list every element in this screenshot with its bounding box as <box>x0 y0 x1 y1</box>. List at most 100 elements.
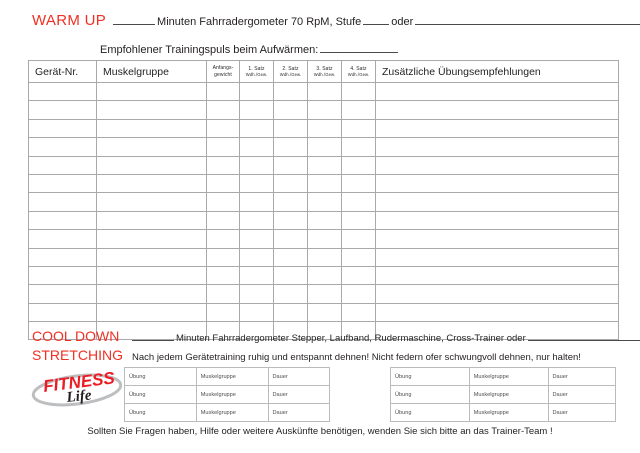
exercise-cell[interactable] <box>28 155 97 175</box>
exercise-cell[interactable] <box>96 173 207 194</box>
warmup-alternative-blank[interactable] <box>415 13 640 25</box>
exercise-cell[interactable] <box>96 192 207 212</box>
exercise-cell[interactable] <box>273 210 308 231</box>
exercise-cell[interactable] <box>375 247 619 267</box>
exercise-cell[interactable] <box>375 302 619 323</box>
exercise-cell[interactable] <box>273 173 308 194</box>
exercise-cell[interactable] <box>239 210 274 231</box>
exercise-cell[interactable] <box>28 137 97 157</box>
training-pulse-blank[interactable] <box>320 41 399 53</box>
exercise-cell[interactable] <box>375 210 619 231</box>
exercise-cell[interactable] <box>206 81 240 102</box>
exercise-cell[interactable] <box>375 321 619 341</box>
stretch-cell-dauer[interactable]: Dauer <box>547 385 616 404</box>
exercise-cell[interactable] <box>96 137 207 157</box>
exercise-cell[interactable] <box>206 302 240 323</box>
exercise-cell[interactable] <box>341 302 376 323</box>
stretch-cell-dauer[interactable]: Dauer <box>547 403 616 422</box>
exercise-cell[interactable] <box>341 210 376 231</box>
cooldown-minutes-blank[interactable] <box>132 329 174 341</box>
exercise-cell[interactable] <box>28 265 97 286</box>
stretch-cell-muskelgruppe[interactable]: Muskelgruppe <box>195 403 269 422</box>
exercise-cell[interactable] <box>28 173 97 194</box>
exercise-cell[interactable] <box>273 118 308 139</box>
exercise-cell[interactable] <box>307 192 342 212</box>
stretch-cell-dauer[interactable]: Dauer <box>267 403 330 422</box>
exercise-cell[interactable] <box>375 100 619 120</box>
exercise-cell[interactable] <box>273 284 308 304</box>
exercise-cell[interactable] <box>341 229 376 249</box>
exercise-cell[interactable] <box>341 247 376 267</box>
stretch-cell-uebung[interactable]: Übung <box>390 367 470 386</box>
exercise-cell[interactable] <box>307 155 342 175</box>
exercise-cell[interactable] <box>28 210 97 231</box>
exercise-cell[interactable] <box>273 100 308 120</box>
exercise-cell[interactable] <box>273 247 308 267</box>
exercise-cell[interactable] <box>96 210 207 231</box>
stretch-cell-muskelgruppe[interactable]: Muskelgruppe <box>468 367 549 386</box>
exercise-cell[interactable] <box>28 247 97 267</box>
exercise-cell[interactable] <box>341 118 376 139</box>
stretch-cell-dauer[interactable]: Dauer <box>267 367 330 386</box>
exercise-cell[interactable] <box>307 210 342 231</box>
exercise-cell[interactable] <box>341 155 376 175</box>
warmup-minutes-blank[interactable] <box>113 13 156 25</box>
exercise-cell[interactable] <box>96 118 207 139</box>
exercise-cell[interactable] <box>239 229 274 249</box>
exercise-cell[interactable] <box>273 229 308 249</box>
exercise-cell[interactable] <box>96 100 207 120</box>
exercise-cell[interactable] <box>273 302 308 323</box>
exercise-cell[interactable] <box>206 173 240 194</box>
exercise-cell[interactable] <box>96 155 207 175</box>
exercise-cell[interactable] <box>307 100 342 120</box>
exercise-cell[interactable] <box>307 284 342 304</box>
exercise-cell[interactable] <box>239 100 274 120</box>
exercise-cell[interactable] <box>341 100 376 120</box>
exercise-cell[interactable] <box>96 247 207 267</box>
exercise-cell[interactable] <box>375 81 619 102</box>
exercise-cell[interactable] <box>28 100 97 120</box>
exercise-cell[interactable] <box>206 118 240 139</box>
exercise-cell[interactable] <box>28 229 97 249</box>
exercise-cell[interactable] <box>375 155 619 175</box>
exercise-cell[interactable] <box>28 81 97 102</box>
exercise-cell[interactable] <box>206 100 240 120</box>
exercise-cell[interactable] <box>341 284 376 304</box>
exercise-cell[interactable] <box>206 137 240 157</box>
exercise-cell[interactable] <box>28 192 97 212</box>
exercise-cell[interactable] <box>239 137 274 157</box>
exercise-cell[interactable] <box>273 81 308 102</box>
exercise-cell[interactable] <box>239 265 274 286</box>
stretch-cell-uebung[interactable]: Übung <box>124 367 197 386</box>
exercise-cell[interactable] <box>239 155 274 175</box>
stretch-cell-uebung[interactable]: Übung <box>124 403 197 422</box>
exercise-cell[interactable] <box>206 229 240 249</box>
exercise-cell[interactable] <box>307 118 342 139</box>
exercise-cell[interactable] <box>307 137 342 157</box>
stretch-cell-muskelgruppe[interactable]: Muskelgruppe <box>195 367 269 386</box>
exercise-cell[interactable] <box>206 210 240 231</box>
exercise-cell[interactable] <box>307 265 342 286</box>
exercise-cell[interactable] <box>307 302 342 323</box>
warmup-stufe-blank[interactable] <box>363 13 390 25</box>
stretch-cell-muskelgruppe[interactable]: Muskelgruppe <box>468 385 549 404</box>
exercise-cell[interactable] <box>96 302 207 323</box>
exercise-cell[interactable] <box>96 284 207 304</box>
stretch-cell-uebung[interactable]: Übung <box>390 385 470 404</box>
stretch-cell-uebung[interactable]: Übung <box>124 385 197 404</box>
exercise-cell[interactable] <box>239 81 274 102</box>
exercise-cell[interactable] <box>307 229 342 249</box>
exercise-cell[interactable] <box>96 81 207 102</box>
exercise-cell[interactable] <box>375 173 619 194</box>
exercise-cell[interactable] <box>375 284 619 304</box>
exercise-cell[interactable] <box>273 192 308 212</box>
exercise-cell[interactable] <box>239 247 274 267</box>
exercise-cell[interactable] <box>375 137 619 157</box>
exercise-cell[interactable] <box>341 81 376 102</box>
exercise-cell[interactable] <box>239 118 274 139</box>
exercise-cell[interactable] <box>341 173 376 194</box>
exercise-cell[interactable] <box>341 265 376 286</box>
exercise-cell[interactable] <box>239 173 274 194</box>
exercise-cell[interactable] <box>375 118 619 139</box>
exercise-cell[interactable] <box>206 284 240 304</box>
